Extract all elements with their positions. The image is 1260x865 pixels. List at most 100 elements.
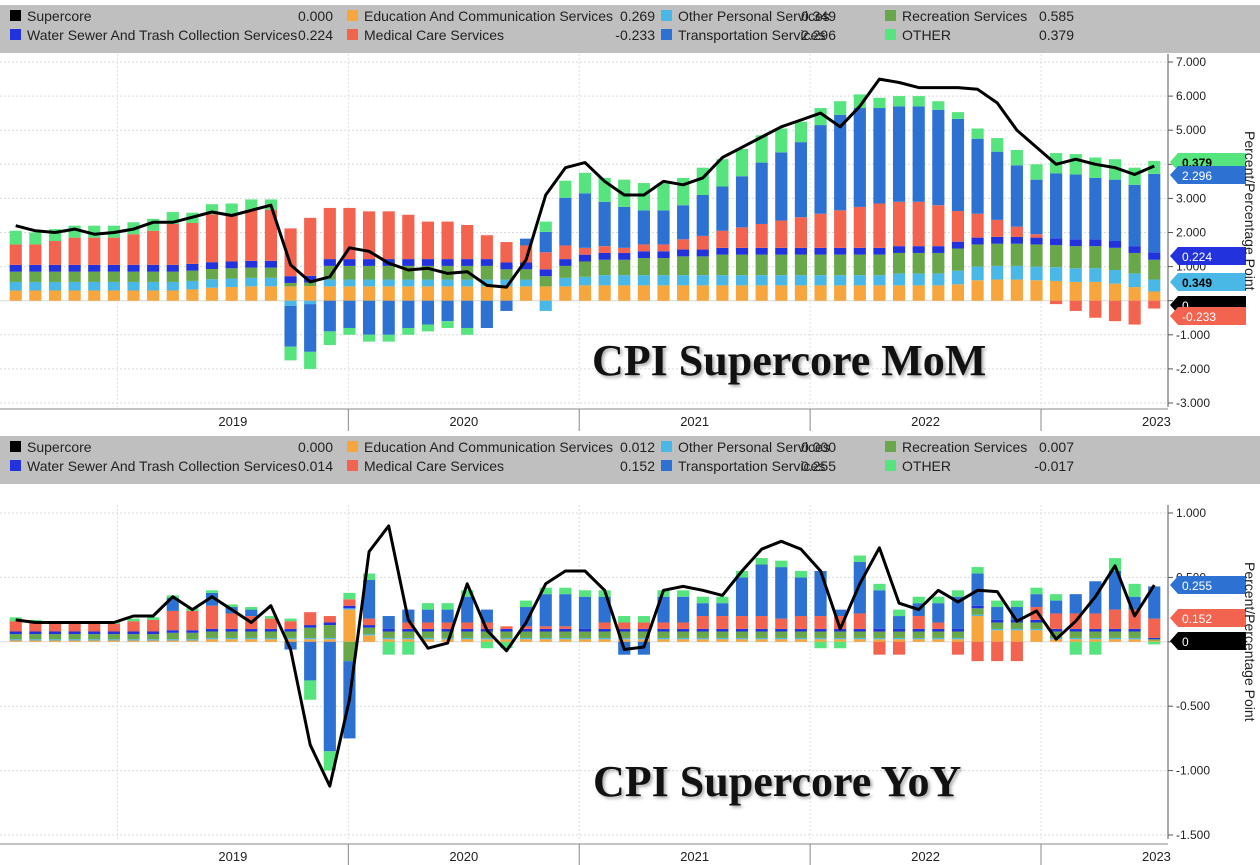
value-tag-text: 0.349 [1182,276,1212,290]
top-bar-recreation-services [892,252,906,274]
top-bar-recreation-services [834,254,847,276]
top-bar-other [304,351,317,369]
y-tick-label: -1.000 [1176,328,1210,342]
top-bar-transportation-services [382,300,395,335]
bottom-bar-medical-care-services [68,623,81,632]
bottom-bar-medical-care-services [677,622,690,629]
top-bar-other [225,203,238,214]
top-bar-education-and-communication-services [657,285,670,301]
bottom-bar-medical-care-services [480,622,493,629]
bottom-bar-education-and-communication-services [1108,639,1122,642]
top-bar-water-sewer-and-trash-collection-services [29,264,42,272]
top-bar-other [559,180,572,198]
legend-series-name: Water Sewer And Trash Collection Service… [27,27,298,43]
top-bar-medical-care-services [1050,300,1063,305]
top-bar-medical-care-services [578,247,592,255]
top-bar-recreation-services [166,271,179,282]
top-bar-water-sewer-and-trash-collection-services [971,237,984,245]
bottom-bar-other [382,641,395,655]
bottom-bar-recreation-services [441,631,454,638]
bottom-bar-other [539,587,552,595]
bottom-bar-other-personal-services [343,608,356,610]
bottom-bar-medical-care-services [657,622,670,629]
top-legend-item-other: OTHER 0.379 [885,27,1074,43]
top-bar-recreation-services [735,254,749,276]
bottom-bar-medical-care-services [421,622,435,629]
top-bar-other [951,112,965,119]
top-bar-water-sewer-and-trash-collection-services [225,261,238,269]
top-bar-education-and-communication-services [304,286,317,301]
bottom-bar-other [127,618,140,622]
top-bar-education-and-communication-services [461,286,474,301]
bottom-bar-other-personal-services [696,637,709,640]
top-bar-water-sewer-and-trash-collection-services [304,275,317,283]
top-bar-water-sewer-and-trash-collection-services [441,259,454,266]
bottom-bar-water-sewer-and-trash-collection-services [716,628,729,632]
bottom-bar-medical-care-services [48,623,62,632]
top-bar-water-sewer-and-trash-collection-services [539,269,552,277]
legend-series-name: Recreation Services [902,8,1028,24]
legend-series-name: Transportation Services [678,458,826,474]
bottom-bar-other-personal-services [892,637,906,640]
top-bar-other-personal-services [873,275,886,286]
legend-series-value: -0.017 [1034,458,1074,474]
bottom-bar-other-personal-services [578,637,592,640]
top-bar-education-and-communication-services [480,286,493,301]
bottom-bar-education-and-communication-services [971,616,984,642]
bottom-bar-medical-care-services [461,622,474,629]
top-bar-water-sewer-and-trash-collection-services [107,264,120,272]
bottom-bar-water-sewer-and-trash-collection-services [264,628,278,632]
bottom-bar-transportation-services [382,616,395,629]
top-bar-other [775,128,788,153]
y-tick-label: 1.000 [1176,506,1206,520]
top-bar-water-sewer-and-trash-collection-services [127,264,140,272]
top-bar-water-sewer-and-trash-collection-services [343,259,356,266]
x-year-label: 2019 [218,414,247,429]
bottom-bar-recreation-services [421,631,435,638]
top-bar-medical-care-services [1128,300,1141,325]
bottom-bar-transportation-services [1148,586,1161,619]
top-bar-education-and-communication-services [912,285,925,301]
top-bar-other-personal-services [107,281,120,291]
value-tag-text: 0 [1182,635,1189,649]
top-bar-other-personal-services [755,275,768,286]
top-bar-transportation-services [637,210,650,245]
top-bar-other-personal-services [68,281,81,291]
bottom-bar-recreation-services [755,631,768,638]
top-value-tag-transportation-services: 2.296 [1170,166,1246,184]
bottom-bar-other-personal-services [1030,628,1043,631]
bottom-bar-other-personal-services [834,637,847,640]
top-bar-other-personal-services [1050,267,1063,281]
legend-swatch [10,10,21,21]
bottom-bar-water-sewer-and-trash-collection-services [932,628,945,632]
bottom-bar-other [500,641,513,649]
bottom-bar-recreation-services [794,631,808,638]
bottom-bar-recreation-services [598,631,611,638]
top-bar-other-personal-services [461,279,474,287]
bottom-bar-medical-care-services [598,622,611,629]
top-bar-medical-care-services [323,207,336,260]
top-bar-recreation-services [618,259,631,276]
top-bar-recreation-services [794,254,808,276]
top-bar-education-and-communication-services [873,285,886,301]
top-bar-medical-care-services [421,221,435,260]
top-bar-recreation-services [775,254,788,276]
legend-series-value: 0.224 [297,27,333,43]
bottom-bar-recreation-services [362,627,376,635]
top-bar-other [873,97,886,109]
bottom-bar-other-personal-services [29,639,42,641]
bottom-bar-recreation-services [657,631,670,638]
bottom-bar-other [991,600,1004,608]
bottom-bar-other-personal-services [166,639,179,641]
bottom-bar-transportation-services [205,592,219,606]
bottom-bar-medical-care-services [991,641,1004,662]
bottom-bar-other [245,607,258,610]
top-bar-recreation-services [480,265,493,280]
top-bar-education-and-communication-services [500,286,513,301]
top-bar-water-sewer-and-trash-collection-services [559,259,572,266]
top-bar-transportation-services [932,109,945,206]
bottom-bar-education-and-communication-services [284,639,297,642]
top-bar-other-personal-services [186,280,199,290]
top-bar-other [441,321,454,328]
bottom-bar-water-sewer-and-trash-collection-services [9,631,22,635]
